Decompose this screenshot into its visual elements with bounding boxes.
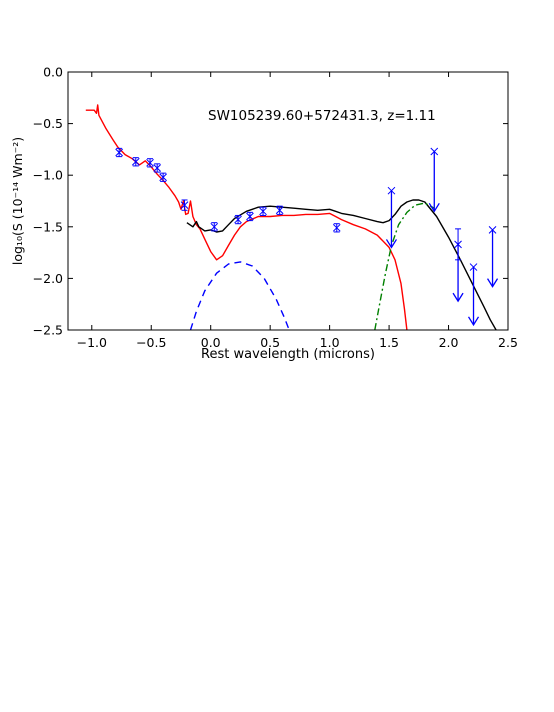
y-tick-label: −2.0 <box>33 271 63 286</box>
data-point-marker <box>153 164 162 172</box>
upper-limit-arrowhead <box>486 278 499 288</box>
data-point-marker <box>131 157 140 166</box>
x-tick-label: 2.5 <box>498 335 518 350</box>
data-point-marker <box>246 212 254 221</box>
green_component-series-line <box>374 202 435 330</box>
y-tick-label: 0.0 <box>43 65 63 80</box>
x-tick-label: 2.0 <box>439 335 459 350</box>
x-tick-label: −0.5 <box>136 335 166 350</box>
upper-limit-arrowhead <box>467 316 480 327</box>
y-axis-label: log₁₀(S (10⁻¹⁴ Wm⁻²) <box>10 137 25 265</box>
data-point-marker <box>234 215 242 224</box>
x-tick-label: 0.5 <box>260 335 280 350</box>
blue_component-series-line <box>189 261 290 330</box>
stellar-series-line <box>85 104 408 330</box>
data-point-marker <box>259 207 267 216</box>
y-tick-label: −0.5 <box>33 116 63 131</box>
upper-limit-arrowhead <box>452 292 464 303</box>
plot-frame <box>67 71 509 331</box>
data-point-marker <box>180 201 189 209</box>
x-tick-label: −1.0 <box>77 335 107 350</box>
data-point-marker <box>146 158 154 167</box>
x-axis-label: Rest wavelength (microns) <box>201 347 375 362</box>
data-point-marker <box>159 173 167 182</box>
data-point-marker <box>115 148 123 157</box>
upper-limit-arrowhead <box>385 239 398 249</box>
upper-limit-arrowhead <box>428 202 440 213</box>
chart-annotation: SW105239.60+572431.3, z=1.11 <box>208 108 436 124</box>
data-point-marker <box>210 222 219 231</box>
y-tick-label: −1.5 <box>33 219 63 234</box>
y-tick-label: −1.0 <box>33 168 63 183</box>
data-point-marker <box>275 206 284 215</box>
data-point-marker <box>332 223 341 232</box>
total-series-line <box>186 199 497 330</box>
x-tick-label: 1.5 <box>379 335 399 350</box>
y-tick-label: −2.5 <box>33 323 63 338</box>
x-tick-label: 0.0 <box>201 335 221 350</box>
x-tick-label: 1.0 <box>320 335 340 350</box>
